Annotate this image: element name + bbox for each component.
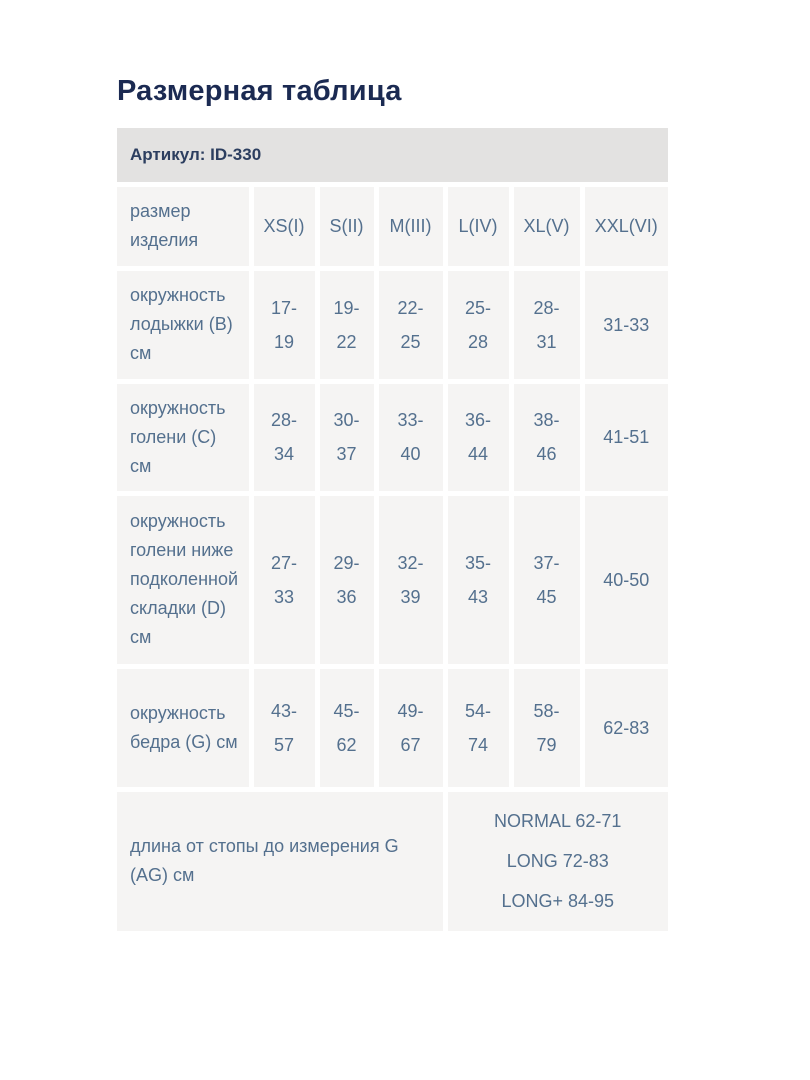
column-header-xxl: XXL(VI)	[582, 187, 668, 271]
column-header-xs: XS(I)	[251, 187, 320, 271]
size-table: размер изделия XS(I) S(II) M(III) L(IV) …	[117, 187, 668, 931]
size-cell: 33-40	[376, 381, 448, 496]
column-header-m: M(III)	[376, 187, 448, 271]
size-cell: 41-51	[582, 381, 668, 496]
length-options-cell: NORMAL 62-71 LONG 72-83 LONG+ 84-95	[445, 789, 668, 931]
size-cell: 40-50	[582, 493, 668, 669]
size-cell: 19-22	[317, 268, 379, 384]
size-cell: 45-62	[317, 666, 379, 792]
column-header-s: S(II)	[317, 187, 379, 271]
size-cell: 58-79	[511, 666, 585, 792]
column-header-l: L(IV)	[445, 187, 514, 271]
table-header-row: размер изделия XS(I) S(II) M(III) L(IV) …	[117, 187, 668, 271]
row-label-length: длина от стопы до измерения G (AG) см	[117, 789, 448, 931]
length-option-long-plus: LONG+ 84-95	[501, 891, 615, 912]
size-cell: 49-67	[376, 666, 448, 792]
article-label: Артикул: ID-330	[130, 145, 262, 164]
size-cell: 36-44	[445, 381, 514, 496]
size-cell: 28-31	[511, 268, 585, 384]
size-cell: 43-57	[251, 666, 320, 792]
size-cell: 28-34	[251, 381, 320, 496]
size-cell: 27-33	[251, 493, 320, 669]
size-cell: 38-46	[511, 381, 585, 496]
size-cell: 25-28	[445, 268, 514, 384]
row-label-calf: окружность голени (C) см	[117, 381, 254, 496]
table-row-ankle: окружность лодыжки (B) см 17-19 19-22 22…	[117, 268, 668, 384]
size-cell: 29-36	[317, 493, 379, 669]
column-header-xl: XL(V)	[511, 187, 585, 271]
size-cell: 37-45	[511, 493, 585, 669]
page-title: Размерная таблица	[117, 75, 402, 107]
size-cell: 54-74	[445, 666, 514, 792]
table-row-length: длина от стопы до измерения G (AG) см NO…	[117, 789, 668, 931]
size-chart-section: Размерная таблица Артикул: ID-330 размер…	[117, 75, 668, 931]
table-row-calf: окружность голени (C) см 28-34 30-37 33-…	[117, 381, 668, 496]
article-bar: Артикул: ID-330	[117, 128, 668, 182]
size-cell: 32-39	[376, 493, 448, 669]
size-cell: 35-43	[445, 493, 514, 669]
size-cell: 17-19	[251, 268, 320, 384]
row-label-below-knee: окружность голени ниже подколенной склад…	[117, 493, 254, 669]
size-cell: 62-83	[582, 666, 668, 792]
size-cell: 22-25	[376, 268, 448, 384]
row-label-ankle: окружность лодыжки (B) см	[117, 268, 254, 384]
table-row-thigh: окружность бедра (G) см 43-57 45-62 49-6…	[117, 666, 668, 792]
size-cell: 31-33	[582, 268, 668, 384]
row-label-thigh: окружность бедра (G) см	[117, 666, 254, 792]
column-header-product-size: размер изделия	[117, 187, 254, 271]
length-option-long: LONG 72-83	[506, 851, 609, 872]
size-cell: 30-37	[317, 381, 379, 496]
table-row-below-knee: окружность голени ниже подколенной склад…	[117, 493, 668, 669]
length-option-normal: NORMAL 62-71	[494, 811, 622, 832]
